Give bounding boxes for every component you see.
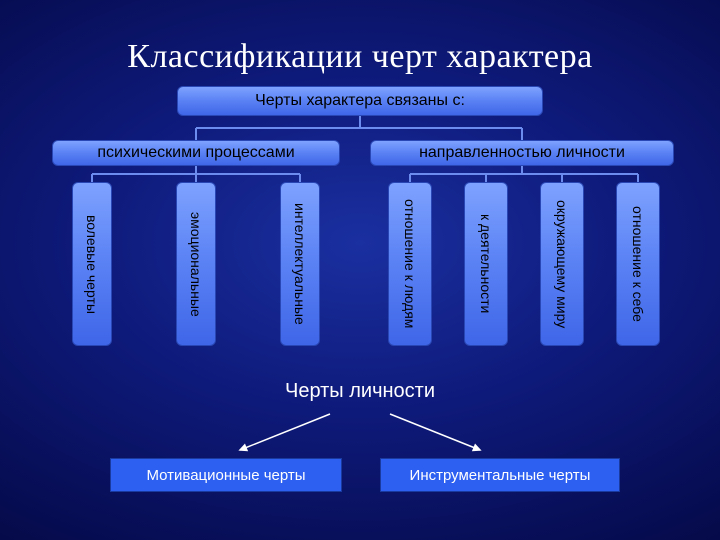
leaf-right-3: отношение к себе bbox=[616, 182, 660, 346]
bottom-box-0: Мотивационные черты bbox=[110, 458, 342, 492]
root-node: Черты характера связаны с: bbox=[177, 86, 543, 116]
branch-right-label: направленностью личности bbox=[419, 144, 625, 162]
leaf-right-2: окружающему миру bbox=[540, 182, 584, 346]
slide-title: Классификации черт характера bbox=[0, 0, 720, 76]
secondary-heading-text: Черты личности bbox=[285, 380, 435, 402]
branch-left-label: психическими процессами bbox=[97, 144, 294, 162]
leaf-left-1: эмоциональные bbox=[176, 182, 216, 346]
leaf-right-1: к деятельности bbox=[464, 182, 508, 346]
leaf-right-0: отношение к людям bbox=[388, 182, 432, 346]
secondary-heading: Черты личности bbox=[0, 380, 720, 403]
branch-right: направленностью личности bbox=[370, 140, 674, 166]
bottom-box-1: Инструментальные черты bbox=[380, 458, 620, 492]
leaf-left-2: интеллектуальные bbox=[280, 182, 320, 346]
leaf-left-0: волевые черты bbox=[72, 182, 112, 346]
branch-left: психическими процессами bbox=[52, 140, 340, 166]
root-label: Черты характера связаны с: bbox=[255, 92, 465, 110]
